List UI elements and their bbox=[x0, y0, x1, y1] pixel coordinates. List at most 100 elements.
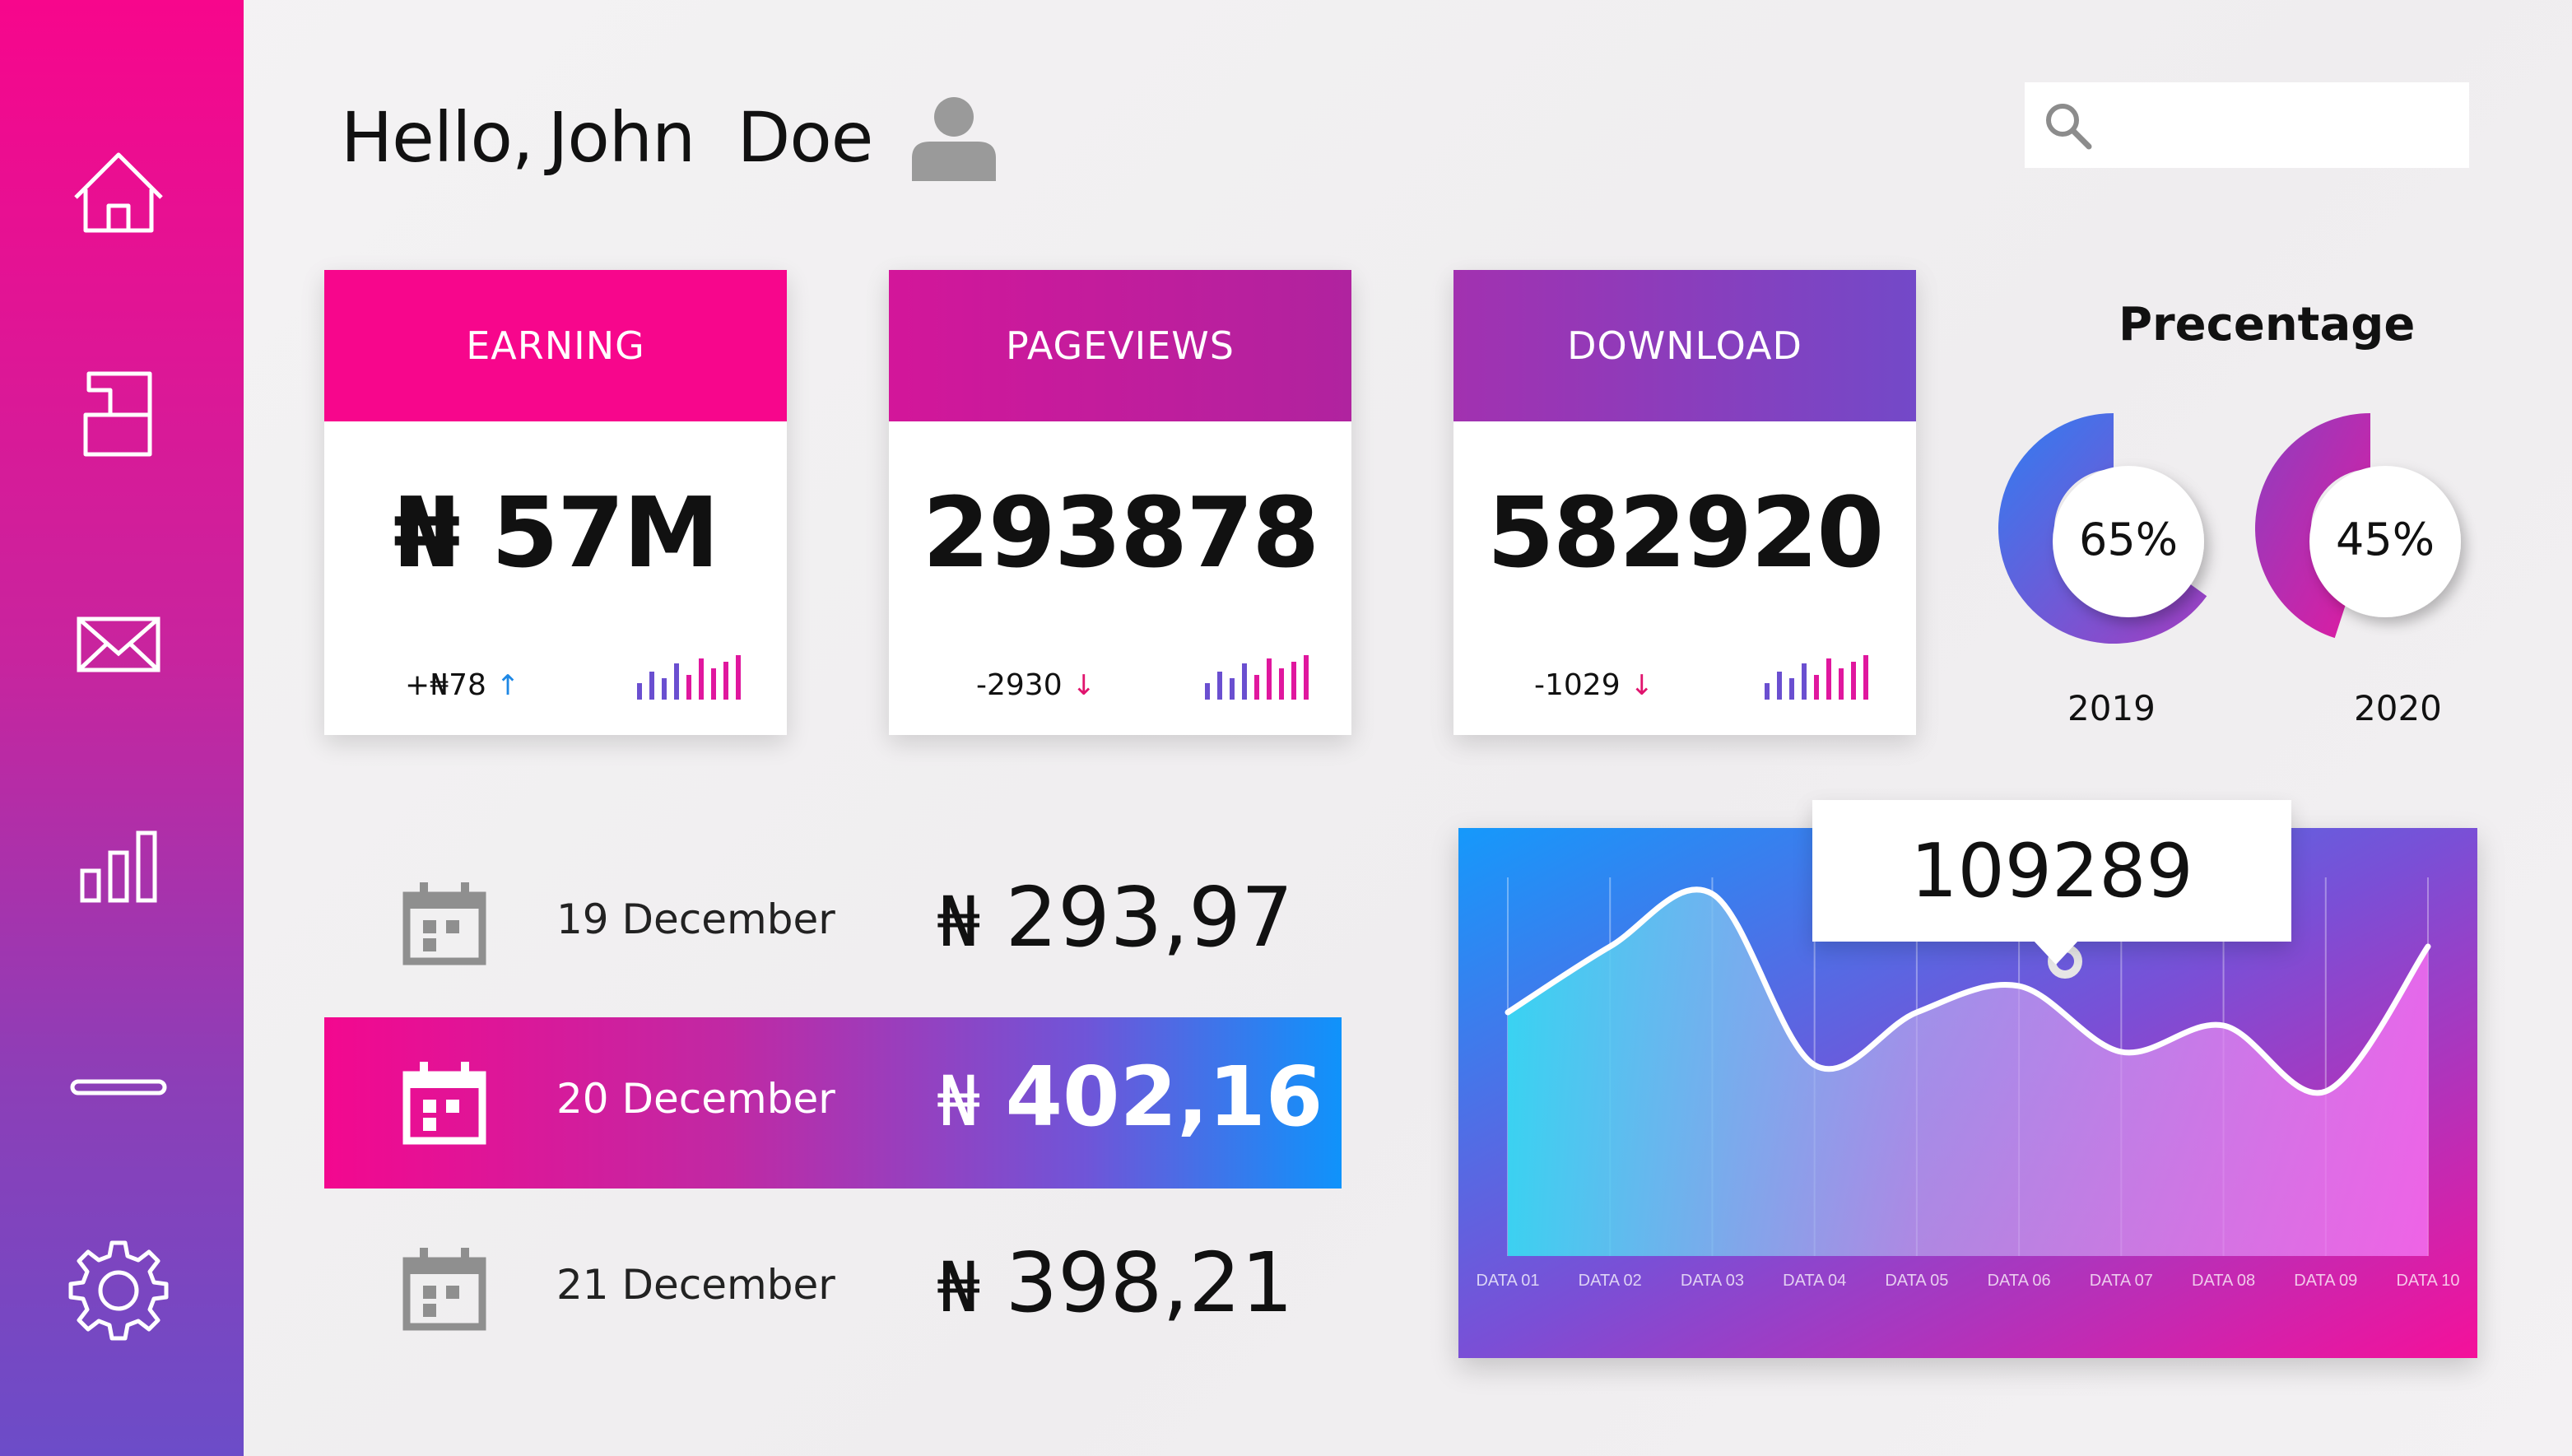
transaction-row[interactable]: 21 December ₦ 398,21 bbox=[324, 1203, 1342, 1375]
bar-chart-icon bbox=[80, 830, 157, 903]
year-label: 2019 bbox=[2067, 688, 2156, 728]
transaction-date: 19 December bbox=[556, 895, 835, 943]
sparkline-bars-icon bbox=[1765, 655, 1868, 700]
spark-bar bbox=[649, 672, 654, 700]
greeting-text: Hello, bbox=[341, 97, 534, 178]
x-tick-label: DATA 03 bbox=[1681, 1272, 1744, 1290]
spark-bar bbox=[1230, 678, 1235, 700]
card-title: EARNING bbox=[324, 270, 787, 421]
user-name: John Doe bbox=[547, 97, 874, 178]
calendar-icon bbox=[402, 1062, 486, 1145]
x-tick-label: DATA 09 bbox=[2294, 1272, 2357, 1290]
spark-bar bbox=[1765, 683, 1770, 700]
transaction-amount: ₦ 293,97 bbox=[937, 869, 1293, 965]
home-icon bbox=[74, 152, 163, 233]
spark-bar bbox=[711, 668, 716, 700]
delta-value: +₦78 bbox=[405, 668, 486, 702]
spark-bar bbox=[1826, 658, 1831, 700]
arrow-up-icon: ↑ bbox=[495, 669, 520, 702]
sidebar-item-settings[interactable] bbox=[64, 1236, 173, 1345]
card-title: PAGEVIEWS bbox=[889, 270, 1351, 421]
folder-icon bbox=[83, 371, 152, 457]
donut-2020: 45% bbox=[2255, 413, 2461, 639]
x-tick-label: DATA 05 bbox=[1885, 1272, 1948, 1290]
currency-symbol: ₦ bbox=[937, 882, 981, 962]
spark-bar bbox=[1205, 683, 1210, 700]
chart-tooltip: 109289 bbox=[1812, 800, 2291, 942]
x-tick-label: DATA 07 bbox=[2090, 1272, 2153, 1290]
arrow-down-icon: ↓ bbox=[1630, 669, 1654, 702]
calendar-icon bbox=[402, 1248, 486, 1331]
card-delta: -1029 ↓ bbox=[1534, 668, 1653, 702]
donut-label: 45% bbox=[2336, 514, 2435, 565]
spark-bar bbox=[1291, 662, 1296, 700]
x-tick-label: DATA 04 bbox=[1783, 1272, 1846, 1290]
spark-bar bbox=[723, 662, 728, 700]
transaction-amount: ₦ 398,21 bbox=[937, 1235, 1293, 1331]
spark-bar bbox=[1267, 658, 1272, 700]
spark-bar bbox=[674, 663, 679, 700]
spark-bar bbox=[1851, 662, 1856, 700]
currency-symbol: ₦ bbox=[937, 1061, 981, 1142]
transaction-amount: ₦ 402,16 bbox=[937, 1049, 1323, 1145]
calendar-icon bbox=[402, 882, 486, 965]
donut-2019: 65% bbox=[1998, 413, 2207, 644]
spark-bar bbox=[662, 678, 667, 700]
tooltip-value: 109289 bbox=[1910, 828, 2193, 914]
spark-bar bbox=[1777, 672, 1782, 700]
x-tick-label: DATA 02 bbox=[1579, 1272, 1642, 1290]
series-line bbox=[1505, 886, 2431, 1096]
mail-icon bbox=[77, 616, 160, 672]
sparkline-bars-icon bbox=[637, 655, 741, 700]
sidebar-item-mail[interactable] bbox=[64, 589, 173, 698]
donut-label: 65% bbox=[2079, 514, 2178, 565]
spark-bar bbox=[699, 658, 704, 700]
transaction-row-selected[interactable]: 20 December ₦ 402,16 bbox=[324, 1017, 1342, 1189]
spark-bar bbox=[1802, 663, 1807, 700]
amount-value: 398,21 bbox=[1005, 1235, 1294, 1331]
search-box[interactable] bbox=[2025, 82, 2469, 168]
spark-bar bbox=[736, 655, 741, 700]
spark-bar bbox=[1254, 675, 1259, 700]
spark-bar bbox=[686, 675, 691, 700]
sparkline-bars-icon bbox=[1205, 655, 1309, 700]
arrow-down-icon: ↓ bbox=[1072, 669, 1096, 702]
spark-bar bbox=[1217, 672, 1222, 700]
delta-value: -2930 bbox=[976, 668, 1063, 702]
sidebar-item-home[interactable] bbox=[64, 140, 173, 249]
download-card: DOWNLOAD 582920 -1029 ↓ bbox=[1453, 270, 1916, 735]
spark-bar bbox=[1279, 668, 1284, 700]
sidebar-item-folder[interactable] bbox=[64, 357, 173, 466]
amount-value: 293,97 bbox=[1005, 869, 1294, 965]
sidebar-item-stats[interactable] bbox=[64, 810, 173, 919]
currency-symbol: ₦ bbox=[937, 1247, 981, 1328]
search-input[interactable] bbox=[2107, 99, 2456, 153]
percentage-title: Precentage bbox=[2119, 298, 2416, 351]
sidebar-item-menu[interactable] bbox=[64, 1034, 173, 1142]
x-tick-label: DATA 08 bbox=[2192, 1272, 2255, 1290]
transaction-date: 20 December bbox=[556, 1075, 835, 1123]
spark-bar bbox=[637, 683, 642, 700]
x-tick-label: DATA 10 bbox=[2396, 1272, 2459, 1290]
card-value: ₦ 57M bbox=[393, 476, 720, 589]
x-tick-label: DATA 01 bbox=[1476, 1272, 1539, 1290]
spark-bar bbox=[1839, 668, 1844, 700]
card-value: 582920 bbox=[1486, 476, 1885, 589]
tooltip-pointer bbox=[2033, 940, 2079, 965]
series-area bbox=[1508, 889, 2428, 1256]
earning-card: EARNING ₦ 57M +₦78 ↑ bbox=[324, 270, 787, 735]
transaction-date: 21 December bbox=[556, 1261, 835, 1309]
gear-icon bbox=[68, 1240, 169, 1341]
year-label: 2020 bbox=[2354, 688, 2442, 728]
card-value: 293878 bbox=[922, 476, 1320, 589]
spark-bar bbox=[1304, 655, 1309, 700]
spark-bar bbox=[1242, 663, 1247, 700]
search-icon bbox=[2046, 104, 2092, 150]
card-title: DOWNLOAD bbox=[1453, 270, 1916, 421]
amount-value: 402,16 bbox=[1005, 1049, 1323, 1145]
card-delta: -2930 ↓ bbox=[976, 668, 1095, 702]
pageviews-card: PAGEVIEWS 293878 -2930 ↓ bbox=[889, 270, 1351, 735]
delta-value: -1029 bbox=[1534, 668, 1621, 702]
transaction-row[interactable]: 19 December ₦ 293,97 bbox=[324, 838, 1342, 1009]
avatar-icon[interactable] bbox=[909, 92, 999, 183]
